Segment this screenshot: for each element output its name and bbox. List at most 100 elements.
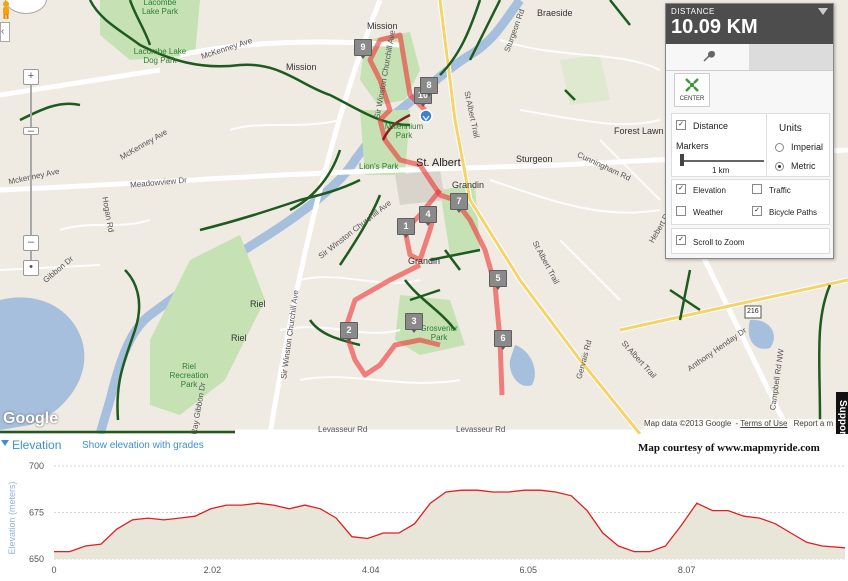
collapse-triangle-icon[interactable] [818, 8, 828, 15]
x-tick-label: 6.05 [520, 565, 538, 575]
zoom-handle[interactable]: – [23, 126, 39, 137]
park-label: Lacombe Lake Dog Park [133, 47, 187, 65]
bicycle-paths-layer-label: Bicycle Paths [769, 208, 818, 217]
collapse-arrow-icon[interactable]: ‹ [0, 22, 10, 42]
imperial-radio[interactable] [775, 142, 784, 153]
route-marker[interactable]: 6 [494, 330, 512, 350]
park-label: Lacombe Lake Park [141, 0, 179, 16]
distance-checkbox-label: Distance [693, 121, 729, 131]
route-line [367, 32, 505, 396]
weather-layer-label: Weather [693, 208, 724, 217]
panel-tabs [666, 44, 833, 71]
traffic-layer-label: Traffic [769, 186, 791, 195]
report-link[interactable]: Report a m [793, 419, 834, 428]
y-tick-label: 650 [29, 554, 44, 564]
route-marker[interactable]: 2 [340, 322, 358, 342]
scroll-zoom-checkbox[interactable]: ✓ [676, 235, 686, 245]
place-label: Sturgeon [516, 154, 553, 164]
y-axis-label: Elevation (meters) [7, 481, 17, 554]
metric-radio[interactable] [775, 161, 784, 172]
sturgeon-river [95, 0, 524, 434]
zoom-out-button[interactable]: – [23, 235, 39, 251]
scroll-zoom-option: ✓ Scroll to Zoom [671, 228, 830, 254]
markers-slider[interactable] [680, 160, 764, 162]
route-marker[interactable]: 7 [450, 193, 468, 213]
city-label: St. Albert [416, 157, 461, 169]
map-attribution: Map data ©2013 Google - Terms of Use Rep… [644, 419, 836, 431]
park-label: Grosvenor Park [420, 324, 458, 342]
park-sturgeon [560, 55, 610, 105]
x-tick-labels: 0 2.02 4.04 6.05 8.07 [51, 565, 695, 575]
elevation-area [54, 490, 845, 559]
zoom-in-button[interactable]: + [23, 69, 39, 85]
start-pin [419, 109, 433, 123]
zoom-track[interactable] [30, 84, 32, 264]
zoom-control[interactable]: + – – • [23, 64, 39, 276]
pegman-icon[interactable] [0, 0, 12, 20]
place-label: Riel [231, 333, 247, 343]
distance-panel: DISTANCE 10.09 KM CENTER ✓ Distance Mark… [665, 3, 834, 259]
route-line-south [342, 262, 441, 378]
elevation-chart[interactable]: Elevation (meters) 650 675 700 0 2.02 4.04 6.… [0, 456, 848, 581]
place-label: Mission [367, 21, 398, 31]
pond-far-east [748, 319, 774, 349]
park-label: Millennium Park [384, 122, 424, 140]
distance-options: ✓ Distance Markers 1 km [671, 113, 767, 177]
elevation-layer-label: Elevation [693, 186, 726, 195]
tab-settings[interactable] [666, 44, 749, 70]
units-options: Units Imperial Metric [766, 113, 830, 177]
highway-shield-label: 216 [747, 308, 759, 315]
elevation-line [54, 489, 846, 553]
zoom-reset-button[interactable]: • [23, 260, 39, 276]
map-graphics [0, 0, 848, 434]
route-marker[interactable]: 5 [489, 270, 507, 290]
map-canvas[interactable]: Mission Mission Braeside Forest Lawn Stu… [0, 0, 848, 434]
weather-checkbox[interactable] [676, 206, 686, 216]
check-icon: ✓ [752, 206, 762, 216]
elevation-checkbox[interactable]: ✓ [676, 184, 686, 194]
attribution-text: Map data ©2013 Google [644, 419, 732, 428]
route-marker[interactable]: 4 [419, 206, 437, 226]
distance-checkbox[interactable]: ✓ [676, 119, 686, 130]
place-label: Forest Lawn [614, 126, 664, 136]
y-tick-label: 700 [29, 461, 44, 471]
markers-slider-handle[interactable] [680, 154, 684, 166]
elevation-header: Elevation Show elevation with grades Map… [0, 438, 848, 456]
map-courtesy: Map courtesy of www.mapmyride.com [638, 442, 820, 454]
route-marker[interactable]: 8 [420, 77, 438, 97]
radio-selected-icon [775, 162, 784, 172]
support-tab[interactable]: Support [836, 392, 848, 434]
traffic-checkbox[interactable] [752, 184, 762, 194]
y-tick-label: 675 [29, 508, 44, 518]
place-label: Riel [250, 299, 266, 309]
route-overlap [381, 113, 411, 141]
units-label: Units [779, 123, 802, 134]
y-tick-labels: 650 675 700 [29, 461, 44, 564]
x-tick-label: 0 [51, 565, 56, 575]
terms-link[interactable]: Terms of Use [740, 419, 788, 428]
distance-label: DISTANCE [671, 7, 715, 16]
bicycle-paths-checkbox[interactable]: ✓ [752, 206, 762, 216]
place-label: Braeside [537, 8, 573, 18]
distance-value: 10.09 KM [671, 16, 758, 38]
tab-secondary[interactable] [749, 44, 833, 70]
metric-label: Metric [791, 161, 816, 171]
support-tab-label: Support [837, 400, 848, 434]
highways [438, 0, 848, 434]
route-marker[interactable]: 9 [354, 39, 372, 59]
distance-header[interactable]: DISTANCE 10.09 KM [666, 4, 833, 44]
park-riel [150, 235, 265, 415]
elevation-title[interactable]: Elevation [12, 438, 62, 452]
route-marker[interactable]: 1 [397, 218, 415, 238]
center-button[interactable]: CENTER [674, 73, 710, 107]
route-marker[interactable]: 3 [405, 313, 423, 333]
x-tick-label: 8.07 [678, 565, 696, 575]
local-streets [0, 39, 661, 384]
layers-options: ✓ Elevation Traffic Weather ✓ Bicycle Pa… [671, 179, 830, 225]
show-grades-link[interactable]: Show elevation with grades [82, 440, 204, 451]
google-logo: Google [3, 410, 59, 427]
bicycle-paths [0, 0, 832, 434]
park-lacombe [100, 0, 200, 60]
collapse-triangle-icon[interactable] [1, 440, 9, 446]
check-icon: ✓ [676, 119, 686, 130]
